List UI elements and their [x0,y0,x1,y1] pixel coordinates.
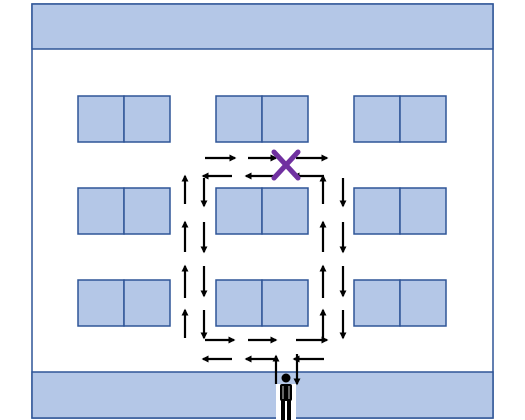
shelf-grid [77,95,447,327]
shelf-cell-r2-c2-2 [261,187,309,235]
shelf-cell-r2-c3-1 [353,187,401,235]
shelf-cell-r1-c2-1 [215,95,263,143]
shelf-cell-r1-c1-2 [123,95,171,143]
shelf-cell-r3-c3-1 [353,279,401,327]
shelf-cell-r2-c1-1 [77,187,125,235]
shelf-cell-r2-c1-2 [123,187,171,235]
shelf-cell-r1-c3-2 [399,95,447,143]
shelf-cell-r2-c3-2 [399,187,447,235]
shelf-cell-r1-c3-1 [353,95,401,143]
shelf-cell-r3-c2-1 [215,279,263,327]
standing-person-icon [276,373,296,420]
shelf-cell-r3-c2-2 [261,279,309,327]
route-arrows [181,154,347,386]
shelf-cell-r1-c1-1 [77,95,125,143]
shelf-cell-r3-c3-2 [399,279,447,327]
shelf-cell-r1-c2-2 [261,95,309,143]
top-band [31,3,494,50]
shelf-cell-r2-c2-1 [215,187,263,235]
x-mark-icon [271,149,301,181]
shelf-cell-r3-c1-1 [77,279,125,327]
bottom-band [31,371,494,419]
shelf-cell-r3-c1-2 [123,279,171,327]
